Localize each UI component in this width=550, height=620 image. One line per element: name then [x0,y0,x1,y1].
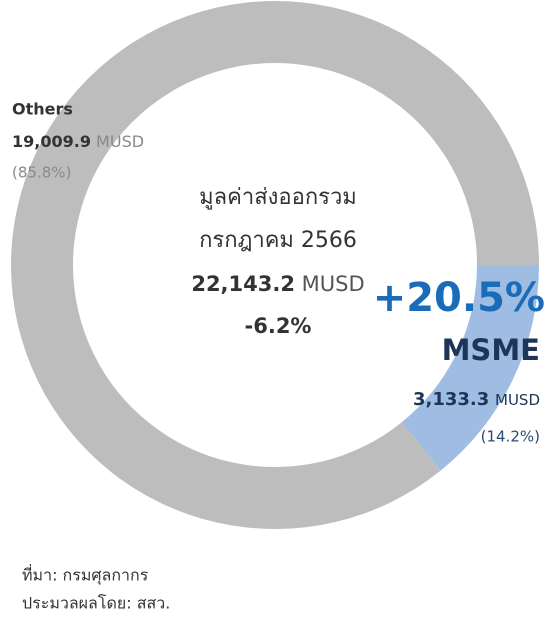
msme-percent: (14.2%) [481,428,540,446]
unit: MUSD [302,272,365,296]
unit: MUSD [495,391,540,409]
processed-by: ประมวลผลโดย: สสว. [22,594,170,613]
others-amount: 19,009.9 MUSD [12,132,144,151]
center-title: มูลค่าส่งออกรวม [199,185,357,210]
donut-slice [401,265,539,471]
msme-change: +20.5% [373,275,545,321]
center-period: กรกฎาคม 2566 [199,228,357,253]
unit: MUSD [96,132,144,151]
others-amount-value: 19,009.9 [12,132,91,151]
total-value: 22,143.2 [191,272,295,296]
donut [11,0,540,530]
others-label: Others [12,100,73,119]
msme-amount-value: 3,133.3 [413,389,489,410]
msme-label: MSME [442,333,540,367]
total-change: -6.2% [245,314,312,338]
msme-amount: 3,133.3 MUSD [413,389,540,410]
source: ที่มา: กรมศุลกากร [22,564,149,586]
center-total: 22,143.2 MUSD [191,272,364,296]
others-percent: (85.8%) [12,164,71,182]
